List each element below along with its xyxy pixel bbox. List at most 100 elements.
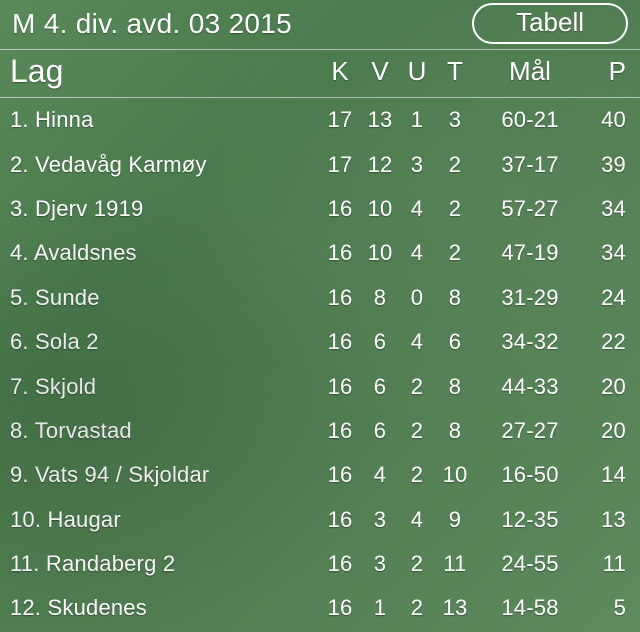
cell-mal: 44-33 <box>476 374 584 400</box>
table-row: 2. Vedavåg Karmøy17123237-1739 <box>0 142 640 186</box>
cell-p: 34 <box>584 240 628 266</box>
cell-u: 4 <box>400 507 434 533</box>
cell-k: 16 <box>320 196 360 222</box>
cell-k: 16 <box>320 507 360 533</box>
cell-team: 3. Djerv 1919 <box>10 196 320 222</box>
table-row: 3. Djerv 191916104257-2734 <box>0 187 640 231</box>
cell-t: 2 <box>434 240 476 266</box>
cell-k: 16 <box>320 462 360 488</box>
cell-t: 10 <box>434 462 476 488</box>
cell-u: 4 <box>400 196 434 222</box>
table-row: 11. Randaberg 216321124-5511 <box>0 542 640 586</box>
cell-mal: 37-17 <box>476 152 584 178</box>
cell-t: 11 <box>434 551 476 577</box>
cell-u: 4 <box>400 329 434 355</box>
cell-v: 3 <box>360 507 400 533</box>
table-row: 1. Hinna17131360-2140 <box>0 98 640 142</box>
table-body: 1. Hinna17131360-21402. Vedavåg Karmøy17… <box>0 98 640 631</box>
cell-k: 17 <box>320 107 360 133</box>
cell-p: 24 <box>584 285 628 311</box>
table-row: 7. Skjold1662844-3320 <box>0 364 640 408</box>
cell-u: 0 <box>400 285 434 311</box>
cell-v: 12 <box>360 152 400 178</box>
cell-mal: 12-35 <box>476 507 584 533</box>
league-title: M 4. div. avd. 03 2015 <box>12 8 292 40</box>
cell-p: 40 <box>584 107 628 133</box>
cell-p: 20 <box>584 374 628 400</box>
table-row: 6. Sola 21664634-3222 <box>0 320 640 364</box>
cell-u: 2 <box>400 418 434 444</box>
column-header-row: Lag K V U T Mål P <box>0 50 640 98</box>
cell-t: 8 <box>434 374 476 400</box>
cell-mal: 31-29 <box>476 285 584 311</box>
cell-team: 1. Hinna <box>10 107 320 133</box>
cell-p: 5 <box>584 595 628 621</box>
header-bar: M 4. div. avd. 03 2015 Tabell <box>0 0 640 50</box>
cell-v: 6 <box>360 329 400 355</box>
cell-team: 10. Haugar <box>10 507 320 533</box>
cell-u: 2 <box>400 462 434 488</box>
cell-mal: 57-27 <box>476 196 584 222</box>
cell-mal: 16-50 <box>476 462 584 488</box>
table-row: 12. Skudenes16121314-585 <box>0 586 640 630</box>
cell-k: 16 <box>320 240 360 266</box>
cell-team: 6. Sola 2 <box>10 329 320 355</box>
cell-team: 4. Avaldsnes <box>10 240 320 266</box>
cell-p: 11 <box>584 551 628 577</box>
cell-u: 4 <box>400 240 434 266</box>
cell-team: 2. Vedavåg Karmøy <box>10 152 320 178</box>
col-k: K <box>320 56 360 87</box>
cell-mal: 47-19 <box>476 240 584 266</box>
col-team: Lag <box>10 53 320 90</box>
cell-k: 16 <box>320 329 360 355</box>
table-row: 8. Torvastad1662827-2720 <box>0 409 640 453</box>
cell-team: 5. Sunde <box>10 285 320 311</box>
cell-v: 4 <box>360 462 400 488</box>
cell-v: 1 <box>360 595 400 621</box>
table-row: 9. Vats 94 / Skjoldar16421016-5014 <box>0 453 640 497</box>
cell-t: 3 <box>434 107 476 133</box>
col-v: V <box>360 56 400 87</box>
cell-t: 6 <box>434 329 476 355</box>
cell-p: 39 <box>584 152 628 178</box>
cell-v: 3 <box>360 551 400 577</box>
cell-k: 16 <box>320 551 360 577</box>
table-row: 10. Haugar1634912-3513 <box>0 498 640 542</box>
col-u: U <box>400 56 434 87</box>
tabell-button[interactable]: Tabell <box>472 3 628 44</box>
col-mal: Mål <box>476 56 584 87</box>
table-row: 4. Avaldsnes16104247-1934 <box>0 231 640 275</box>
cell-k: 16 <box>320 374 360 400</box>
cell-team: 9. Vats 94 / Skjoldar <box>10 462 320 488</box>
cell-p: 14 <box>584 462 628 488</box>
cell-k: 16 <box>320 285 360 311</box>
cell-v: 6 <box>360 418 400 444</box>
cell-mal: 27-27 <box>476 418 584 444</box>
cell-k: 17 <box>320 152 360 178</box>
cell-k: 16 <box>320 418 360 444</box>
cell-mal: 14-58 <box>476 595 584 621</box>
cell-v: 13 <box>360 107 400 133</box>
cell-team: 11. Randaberg 2 <box>10 551 320 577</box>
cell-u: 2 <box>400 595 434 621</box>
cell-u: 2 <box>400 551 434 577</box>
cell-team: 7. Skjold <box>10 374 320 400</box>
cell-p: 13 <box>584 507 628 533</box>
col-p: P <box>584 56 628 87</box>
cell-mal: 60-21 <box>476 107 584 133</box>
cell-p: 20 <box>584 418 628 444</box>
cell-mal: 24-55 <box>476 551 584 577</box>
cell-p: 34 <box>584 196 628 222</box>
col-t: T <box>434 56 476 87</box>
cell-u: 3 <box>400 152 434 178</box>
table-row: 5. Sunde1680831-2924 <box>0 276 640 320</box>
cell-p: 22 <box>584 329 628 355</box>
cell-t: 8 <box>434 418 476 444</box>
cell-t: 2 <box>434 196 476 222</box>
cell-u: 2 <box>400 374 434 400</box>
cell-t: 13 <box>434 595 476 621</box>
cell-mal: 34-32 <box>476 329 584 355</box>
cell-team: 12. Skudenes <box>10 595 320 621</box>
cell-v: 6 <box>360 374 400 400</box>
cell-k: 16 <box>320 595 360 621</box>
